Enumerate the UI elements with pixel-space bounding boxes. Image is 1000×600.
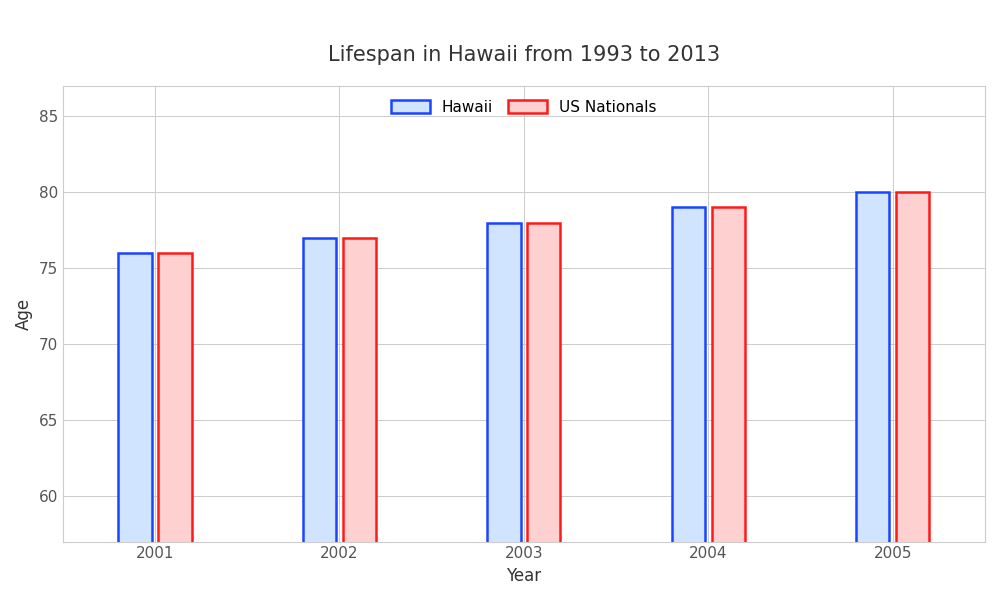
- Bar: [487, 223, 521, 600]
- Bar: [158, 253, 192, 600]
- Bar: [527, 223, 560, 600]
- X-axis label: Year: Year: [506, 567, 541, 585]
- Bar: [343, 238, 376, 600]
- Bar: [672, 208, 705, 600]
- Bar: [856, 193, 889, 600]
- Y-axis label: Age: Age: [15, 298, 33, 330]
- Bar: [303, 238, 336, 600]
- Bar: [118, 253, 152, 600]
- Title: Lifespan in Hawaii from 1993 to 2013: Lifespan in Hawaii from 1993 to 2013: [328, 45, 720, 65]
- Bar: [896, 193, 929, 600]
- Legend: Hawaii, US Nationals: Hawaii, US Nationals: [385, 94, 662, 121]
- Bar: [712, 208, 745, 600]
